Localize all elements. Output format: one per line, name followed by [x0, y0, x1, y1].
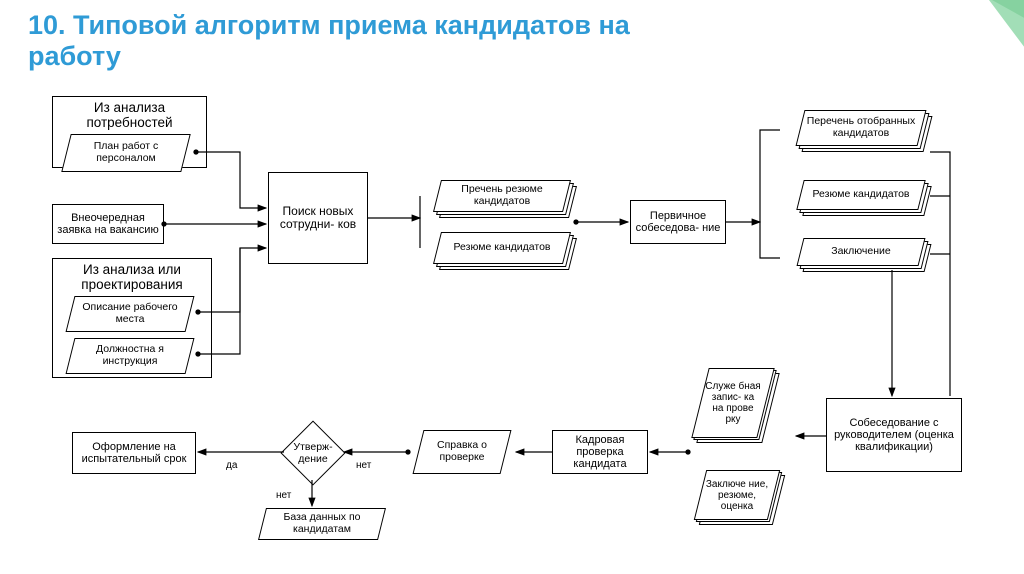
- frame-analysis-design-header: Из анализа или проектирования: [59, 263, 205, 293]
- doc-eval: Заключе ние, резюме, оценка: [694, 470, 780, 520]
- label-no-right: нет: [356, 460, 371, 471]
- doc-resume-right: Резюме кандидатов: [796, 180, 925, 210]
- doc-candidate-db: База данных по кандидатам: [258, 508, 386, 540]
- doc-hr-plan: План работ с персоналом: [61, 134, 190, 172]
- frame-analysis-needs-header: Из анализа потребностей: [59, 101, 200, 131]
- label-yes: да: [226, 460, 237, 471]
- doc-resume: Резюме кандидатов: [433, 232, 571, 264]
- doc-workplace-desc: Описание рабочего места: [66, 296, 195, 332]
- doc-conclusion: Заключение: [797, 238, 926, 266]
- doc-selected-list: Перечень отобранных кандидатов: [796, 110, 927, 146]
- node-search-employees: Поиск новых сотрудни- ков: [268, 172, 368, 264]
- label-no-down: нет: [276, 490, 291, 501]
- node-first-interview: Первичное собеседова- ние: [630, 200, 726, 244]
- node-trial-enroll: Оформление на испытательный срок: [72, 432, 196, 474]
- node-manager-interview: Собеседование с руководителем (оценка кв…: [826, 398, 962, 472]
- doc-memo: Служе бная запис- ка на прове рку: [691, 368, 774, 438]
- doc-resume-list: Пречень резюме кандидатов: [433, 180, 571, 212]
- node-vacancy-request: Внеочередная заявка на вакансию: [52, 204, 164, 244]
- doc-job-instructions: Должностна я инструкция: [66, 338, 195, 374]
- decision-approve-label: Утверж- дение: [282, 442, 344, 465]
- doc-check-ref: Справка о проверке: [413, 430, 512, 474]
- slide-title: 10. Типовой алгоритм приема кандидатов н…: [28, 10, 648, 72]
- node-hr-check: Кадровая проверка кандидата: [552, 430, 648, 474]
